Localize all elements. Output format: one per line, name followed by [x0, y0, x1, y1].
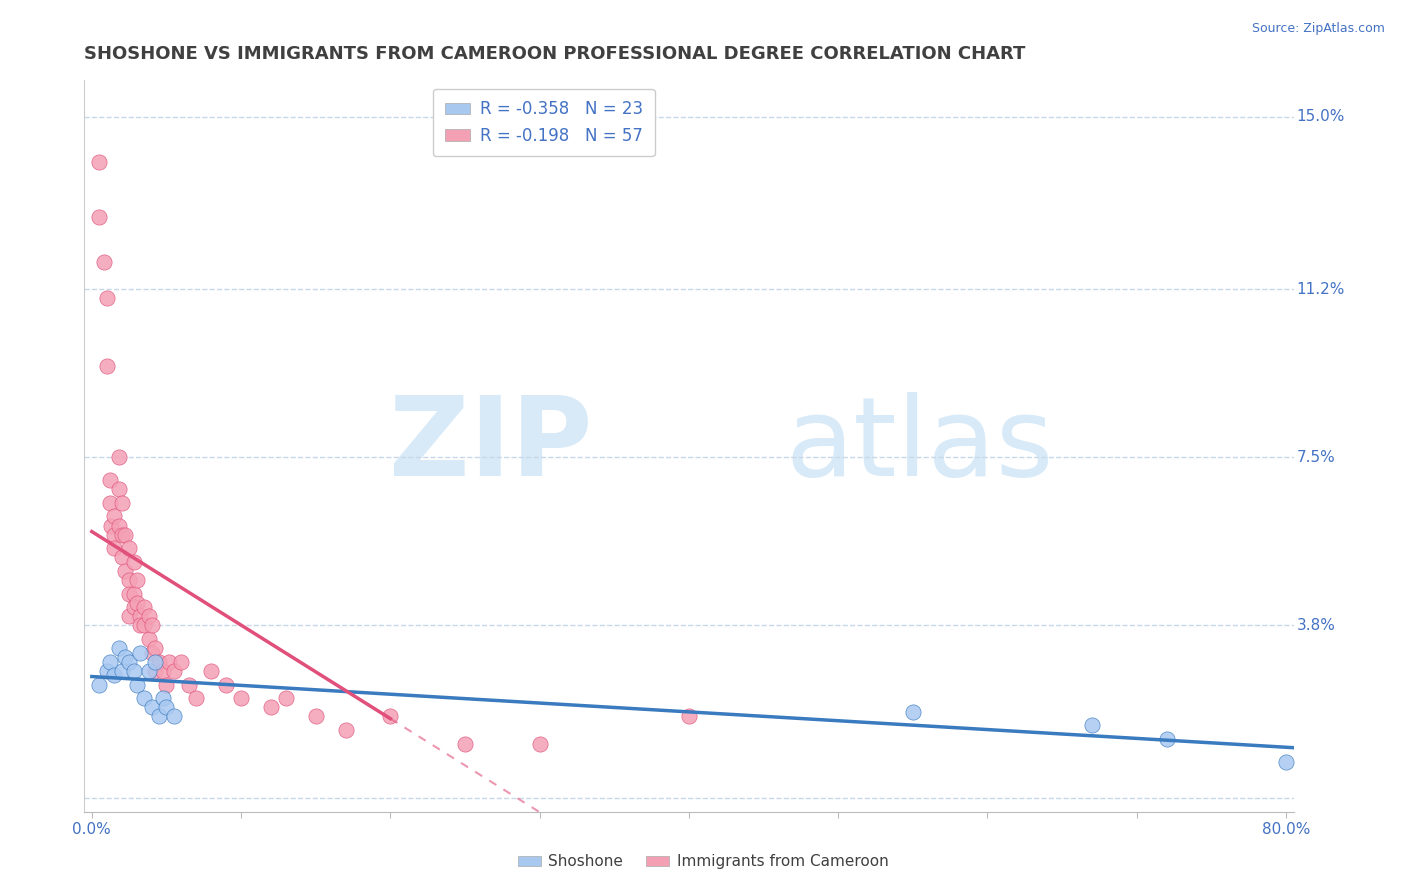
- Point: [141, 700, 163, 714]
- Text: 11.2%: 11.2%: [1296, 282, 1346, 297]
- Point: [93, 255, 115, 269]
- Point: [103, 541, 125, 556]
- Point: [186, 691, 208, 706]
- Point: [138, 609, 160, 624]
- Point: [98, 496, 121, 510]
- Point: [260, 700, 283, 714]
- Point: [122, 587, 145, 601]
- Point: [163, 664, 186, 678]
- Point: [111, 496, 134, 510]
- Point: [335, 723, 357, 737]
- Point: [118, 541, 141, 556]
- Point: [132, 600, 155, 615]
- Point: [125, 677, 148, 691]
- Point: [529, 737, 551, 751]
- Point: [200, 664, 222, 678]
- Point: [155, 677, 177, 691]
- Legend: Shoshone, Immigrants from Cameroon: Shoshone, Immigrants from Cameroon: [512, 848, 894, 875]
- Text: 3.8%: 3.8%: [1296, 618, 1336, 633]
- Point: [98, 473, 121, 487]
- Point: [454, 737, 477, 751]
- Point: [138, 632, 160, 646]
- Text: 7.5%: 7.5%: [1296, 450, 1336, 465]
- Point: [177, 677, 200, 691]
- Text: SHOSHONE VS IMMIGRANTS FROM CAMEROON PROFESSIONAL DEGREE CORRELATION CHART: SHOSHONE VS IMMIGRANTS FROM CAMEROON PRO…: [84, 45, 1026, 63]
- Point: [901, 705, 924, 719]
- Text: Source: ZipAtlas.com: Source: ZipAtlas.com: [1251, 22, 1385, 36]
- Point: [89, 155, 111, 169]
- Point: [138, 664, 160, 678]
- Point: [125, 573, 148, 587]
- Point: [100, 518, 122, 533]
- Point: [114, 564, 136, 578]
- Point: [132, 691, 155, 706]
- Point: [148, 655, 170, 669]
- Point: [118, 655, 141, 669]
- Point: [132, 618, 155, 632]
- Point: [143, 664, 166, 678]
- Point: [122, 600, 145, 615]
- Point: [128, 646, 150, 660]
- Point: [111, 550, 134, 565]
- Point: [107, 450, 129, 465]
- Point: [118, 573, 141, 587]
- Point: [114, 650, 136, 665]
- Point: [229, 691, 252, 706]
- Legend: R = -0.358   N = 23, R = -0.198   N = 57: R = -0.358 N = 23, R = -0.198 N = 57: [433, 88, 655, 156]
- Point: [305, 709, 328, 723]
- Point: [103, 509, 125, 524]
- Point: [107, 641, 129, 656]
- Text: atlas: atlas: [786, 392, 1054, 500]
- Point: [107, 518, 129, 533]
- Point: [1156, 732, 1178, 747]
- Point: [96, 664, 118, 678]
- Point: [96, 291, 118, 305]
- Point: [89, 677, 111, 691]
- Point: [141, 618, 163, 632]
- Point: [274, 691, 297, 706]
- Point: [128, 609, 150, 624]
- Point: [148, 709, 170, 723]
- Point: [170, 655, 193, 669]
- Point: [107, 482, 129, 496]
- Text: ZIP: ZIP: [389, 392, 592, 500]
- Point: [163, 709, 186, 723]
- Point: [111, 527, 134, 541]
- Point: [103, 527, 125, 541]
- Point: [141, 646, 163, 660]
- Point: [1275, 755, 1298, 769]
- Point: [678, 709, 700, 723]
- Point: [159, 655, 181, 669]
- Point: [125, 596, 148, 610]
- Point: [380, 709, 402, 723]
- Text: 15.0%: 15.0%: [1296, 109, 1346, 124]
- Point: [128, 618, 150, 632]
- Point: [155, 700, 177, 714]
- Point: [111, 664, 134, 678]
- Point: [96, 359, 118, 374]
- Point: [118, 609, 141, 624]
- Point: [143, 641, 166, 656]
- Point: [122, 664, 145, 678]
- Point: [143, 655, 166, 669]
- Point: [103, 668, 125, 682]
- Point: [89, 210, 111, 224]
- Point: [114, 527, 136, 541]
- Point: [118, 587, 141, 601]
- Point: [122, 555, 145, 569]
- Point: [152, 691, 174, 706]
- Point: [1081, 718, 1104, 732]
- Point: [98, 655, 121, 669]
- Point: [215, 677, 238, 691]
- Point: [152, 664, 174, 678]
